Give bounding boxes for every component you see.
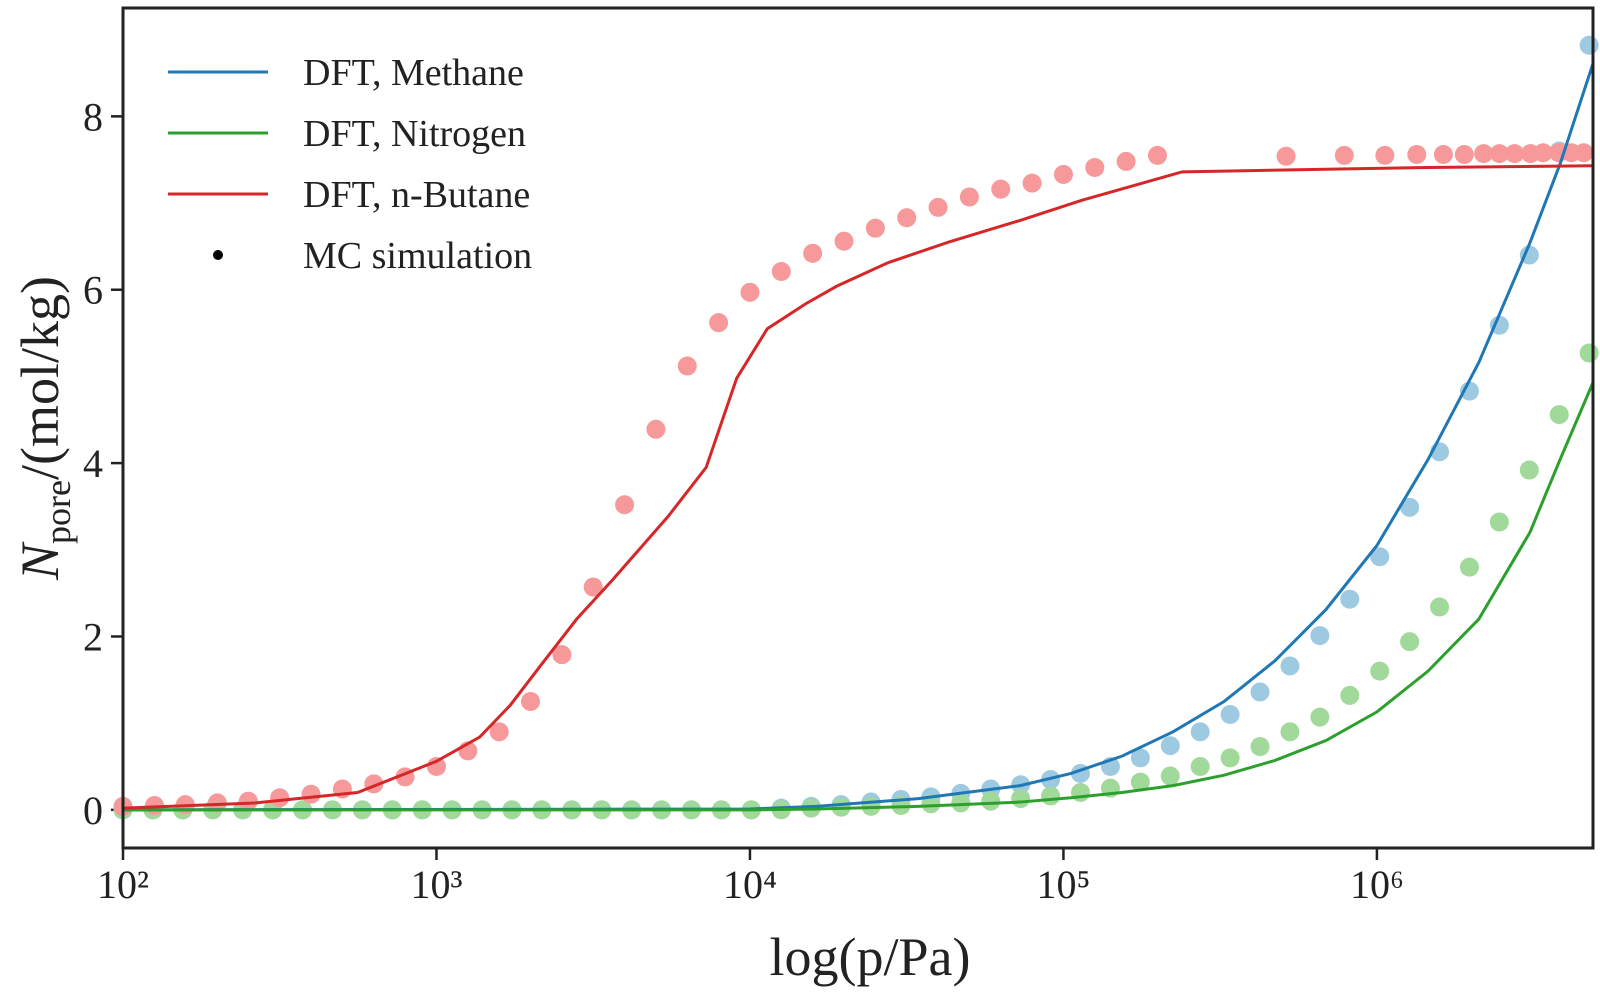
y-tick-label: 8 — [83, 94, 103, 139]
plot-frame — [121, 6, 1595, 850]
mc-point — [1400, 497, 1420, 517]
mc-point — [981, 791, 1001, 811]
mc-point — [1130, 772, 1150, 792]
mc-point — [1340, 685, 1360, 705]
mc-point — [1519, 245, 1539, 265]
y-label-subscript: pore — [38, 480, 78, 544]
mc-point — [489, 722, 509, 742]
mc-point — [951, 793, 971, 813]
mc-point — [1489, 144, 1509, 164]
legend-label: DFT, Methane — [303, 52, 524, 94]
mc-point — [1407, 145, 1427, 165]
mc-point — [238, 791, 258, 811]
mc-point — [301, 784, 321, 804]
mc-point — [1505, 144, 1525, 164]
x-tick-label: 10⁴ — [723, 862, 777, 907]
mc-point — [803, 243, 823, 263]
mc-point — [1579, 35, 1599, 55]
y-label-unit: /(mol/kg) — [10, 276, 70, 480]
mc-point — [865, 218, 885, 238]
mc-point — [1250, 737, 1270, 757]
mc-point — [1400, 632, 1420, 652]
x-tick-label: 10² — [97, 862, 149, 907]
mc-point — [1579, 343, 1599, 363]
dft-line — [123, 381, 1595, 812]
mc-point — [771, 262, 791, 282]
mc-point — [1190, 757, 1210, 777]
mc-point — [270, 788, 290, 808]
mc-point — [740, 282, 760, 302]
legend-label: DFT, n-Butane — [303, 174, 530, 216]
x-tick-label: 10⁶ — [1350, 862, 1404, 907]
legend-label: DFT, Nitrogen — [303, 113, 526, 155]
dft-line — [122, 164, 1594, 810]
mc-point — [1574, 143, 1594, 163]
mc-point — [991, 179, 1011, 199]
mc-point — [1280, 656, 1300, 676]
mc-point — [1011, 789, 1031, 809]
x-tick-label: 10³ — [410, 862, 462, 907]
mc-point — [1310, 626, 1330, 646]
mc-point — [1022, 173, 1042, 193]
mc-point — [1280, 722, 1300, 742]
mc-point — [1190, 722, 1210, 742]
mc-point — [1340, 589, 1360, 609]
mc-point — [1459, 557, 1479, 577]
y-tick-label: 4 — [83, 441, 103, 486]
mc-point — [709, 313, 729, 333]
mc-point — [1489, 512, 1509, 532]
mc-point — [834, 231, 854, 251]
mc-point — [1433, 145, 1453, 165]
mc-point — [1041, 786, 1061, 806]
mc-point — [928, 197, 948, 217]
mc-point — [1474, 144, 1494, 164]
dft-line — [122, 63, 1595, 812]
mc-point — [1160, 736, 1180, 756]
mc-point — [1533, 143, 1553, 163]
mc-point — [1147, 145, 1167, 165]
mc-point — [897, 208, 917, 228]
mc-point — [1549, 405, 1569, 425]
mc-point — [677, 356, 697, 376]
mc-point — [615, 495, 635, 515]
mc-point — [1519, 460, 1539, 480]
y-tick-label: 6 — [83, 268, 103, 313]
mc-point — [1071, 783, 1091, 803]
x-axis-label: log(p/Pa) — [770, 927, 971, 987]
legend-label: MC simulation — [303, 235, 532, 277]
mc-point — [521, 691, 541, 711]
mc-point — [1489, 315, 1509, 335]
legend-dot — [213, 250, 223, 260]
mc-point — [1370, 547, 1390, 567]
mc-point — [583, 577, 603, 597]
mc-point — [1220, 705, 1240, 725]
y-label-symbol: N — [10, 541, 70, 581]
mc-point — [1375, 145, 1395, 165]
mc-point — [1130, 748, 1150, 768]
mc-point — [1454, 145, 1474, 165]
y-axis-label: Npore/(mol/kg) — [10, 276, 78, 581]
mc-point — [1053, 164, 1073, 184]
mc-point — [1220, 748, 1240, 768]
mc-point — [959, 187, 979, 207]
mc-point — [1160, 766, 1180, 786]
mc-point — [646, 419, 666, 439]
mc-point — [552, 645, 572, 665]
y-tick-label: 0 — [83, 788, 103, 833]
mc-point — [1085, 158, 1105, 178]
mc-point — [1116, 151, 1136, 171]
mc-point — [1370, 661, 1390, 681]
y-tick-label: 2 — [83, 614, 103, 659]
mc-point — [1276, 146, 1296, 166]
mc-point — [1250, 682, 1270, 702]
mc-point — [1430, 597, 1450, 617]
mc-point — [1310, 707, 1330, 727]
mc-point — [1334, 145, 1354, 165]
x-tick-label: 10⁵ — [1036, 862, 1090, 907]
